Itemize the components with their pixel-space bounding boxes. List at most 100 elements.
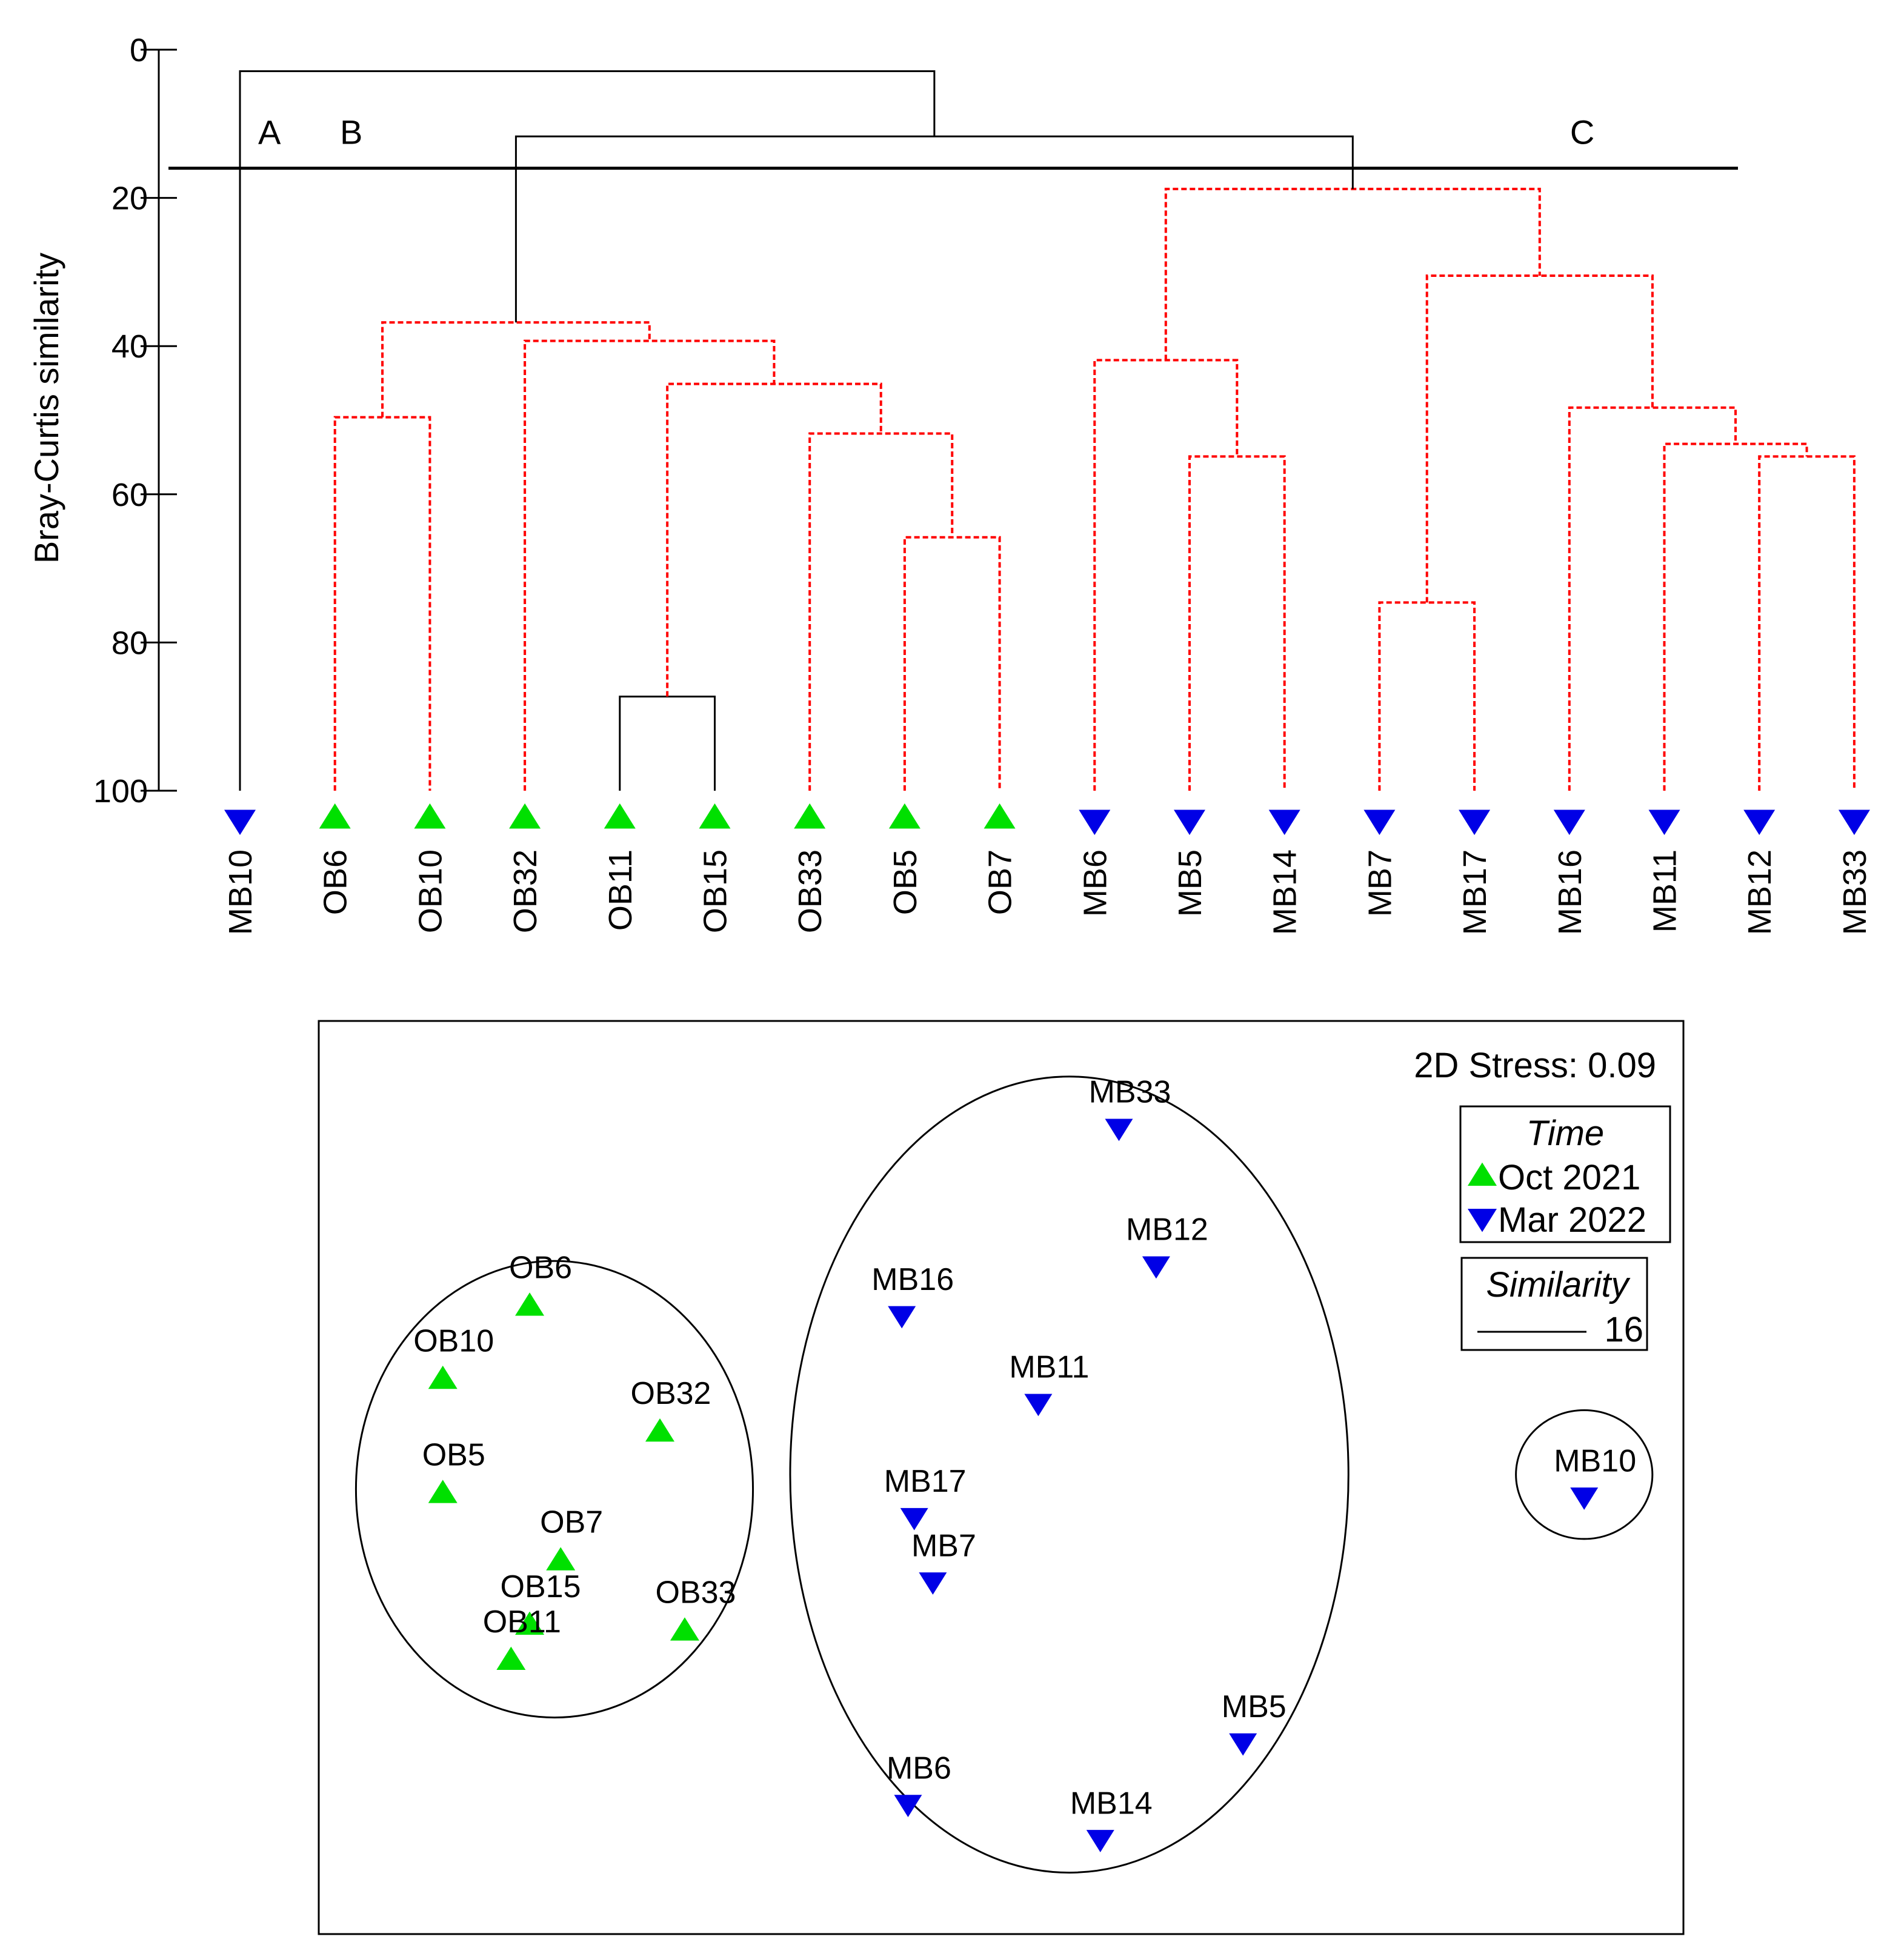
mds-point-mar <box>1570 1488 1599 1510</box>
leaf-label: OB6 <box>318 849 354 915</box>
similarity-contour <box>355 1260 754 1719</box>
mds-point-label: MB5 <box>1222 1689 1287 1724</box>
similarity-contour <box>789 1075 1350 1874</box>
legend-similarity-title: Similarity <box>1486 1265 1630 1305</box>
leaf-label: MB5 <box>1172 849 1208 917</box>
leaf-marker-mar <box>1838 809 1870 836</box>
mds-point-oct <box>645 1418 674 1442</box>
mds-point-oct <box>515 1292 545 1316</box>
dendrogram-branch <box>1758 455 1856 791</box>
dendrogram-branch <box>1425 274 1654 603</box>
leaf-marker-mar <box>1174 809 1205 836</box>
leaf-label: OB33 <box>792 849 828 933</box>
mds-point-label: MB33 <box>1089 1075 1171 1110</box>
leaf-label: MB10 <box>222 849 259 935</box>
leaf-label: MB16 <box>1552 849 1588 935</box>
leaf-label: MB33 <box>1837 849 1873 935</box>
group-label-b: B <box>340 113 362 151</box>
leaf-marker-oct <box>509 803 541 829</box>
y-tick-label: 80 <box>112 625 148 661</box>
leaf-marker-oct <box>888 803 920 829</box>
mds-point-mar <box>1086 1830 1114 1852</box>
mds-point-mar <box>894 1795 922 1818</box>
mds-point-label: OB7 <box>540 1505 603 1540</box>
mds-point-label: MB14 <box>1070 1786 1153 1821</box>
mds-point-oct <box>515 1611 545 1635</box>
leaf-label: MB7 <box>1362 849 1398 917</box>
mds-point-label: OB6 <box>509 1251 572 1286</box>
leaf-label: OB11 <box>602 849 639 931</box>
dendrogram-branch <box>1663 442 1808 791</box>
leaf-label: MB17 <box>1457 849 1493 935</box>
dendrogram-branch <box>239 70 936 791</box>
mds-point-mar <box>1142 1256 1170 1279</box>
mds-point-mar <box>1024 1394 1053 1417</box>
y-tick-label: 40 <box>112 328 148 365</box>
leaf-label: MB14 <box>1267 849 1303 935</box>
dendrogram-branch <box>1378 601 1476 791</box>
dendrogram-branch <box>514 135 1354 323</box>
similarity-contour <box>1515 1409 1654 1540</box>
leaf-marker-mar <box>1648 809 1680 836</box>
dendrogram-branch <box>619 696 716 791</box>
leaf-label: MB6 <box>1077 849 1113 917</box>
leaf-marker-oct <box>984 803 1016 829</box>
y-axis-label: Bray-Curtis similarity <box>27 253 65 563</box>
y-tick-label: 20 <box>112 181 148 217</box>
mds-point-oct <box>670 1617 699 1641</box>
mds-point-oct <box>496 1646 526 1670</box>
legend-time-box <box>1459 1105 1671 1243</box>
mds-point-mar <box>888 1306 916 1329</box>
y-tick-label: 60 <box>112 477 148 513</box>
legend-similarity-box <box>1460 1257 1648 1351</box>
leaf-marker-oct <box>414 803 446 829</box>
leaf-marker-mar <box>1743 809 1776 836</box>
dendrogram-branch <box>1188 455 1286 791</box>
mds-point-label: MB7 <box>911 1528 976 1563</box>
leaf-label: OB15 <box>697 849 734 933</box>
mds-point-label: MB11 <box>1009 1350 1089 1385</box>
legend-similarity-value: 16 <box>1604 1310 1643 1349</box>
leaf-marker-mar <box>1553 809 1585 836</box>
mds-point-label: MB12 <box>1126 1212 1208 1248</box>
leaf-label: OB7 <box>982 849 1019 915</box>
mds-point-label: OB11 <box>483 1604 561 1640</box>
leaf-label: OB10 <box>412 849 448 933</box>
leaf-marker-mar <box>224 809 256 836</box>
leaf-marker-oct <box>604 803 636 829</box>
leaf-label: MB11 <box>1647 849 1683 932</box>
legend-time-entry: Oct 2021 <box>1498 1158 1640 1197</box>
legend-time-entry: Mar 2022 <box>1498 1200 1646 1240</box>
leaf-label: OB5 <box>887 849 924 915</box>
dendrogram-branch <box>524 339 776 791</box>
dendrogram-panel: 0 20 40 60 80 100 Bray-Curtis similarity A B C MB1… <box>27 32 1873 935</box>
mds-point-mar <box>1105 1119 1133 1142</box>
mds-point-label: OB5 <box>422 1438 485 1473</box>
mds-point-label: MB16 <box>871 1262 954 1297</box>
mds-frame <box>318 1020 1685 1935</box>
leaf-label: OB32 <box>507 849 544 933</box>
mds-point-mar <box>1229 1733 1257 1756</box>
stress-label: 2D Stress: 0.09 <box>1414 1046 1656 1085</box>
mds-point-oct <box>428 1480 458 1503</box>
leaf-marker-oct <box>319 803 351 829</box>
dendrogram-branch <box>381 321 651 417</box>
mds-point-oct <box>546 1547 576 1571</box>
mds-point-label: MB6 <box>887 1750 951 1786</box>
mds-point-label: OB32 <box>631 1376 711 1411</box>
legend-time-title: Time <box>1526 1114 1604 1153</box>
dendrogram-branch <box>1093 359 1239 791</box>
dendrogram-branch <box>333 416 431 791</box>
leaf-marker-mar <box>1459 809 1491 836</box>
dendrogram-branch <box>808 432 954 791</box>
legend-marker-mar <box>1468 1209 1497 1232</box>
dendrogram-branch <box>903 536 1001 791</box>
dendrogram-branch <box>1568 406 1737 791</box>
mds-point-label: OB15 <box>501 1569 581 1604</box>
leaf-marker-oct <box>699 803 731 829</box>
mds-point-oct <box>428 1365 458 1389</box>
leaf-marker-mar <box>1079 809 1111 836</box>
leaf-label: MB12 <box>1742 849 1778 935</box>
